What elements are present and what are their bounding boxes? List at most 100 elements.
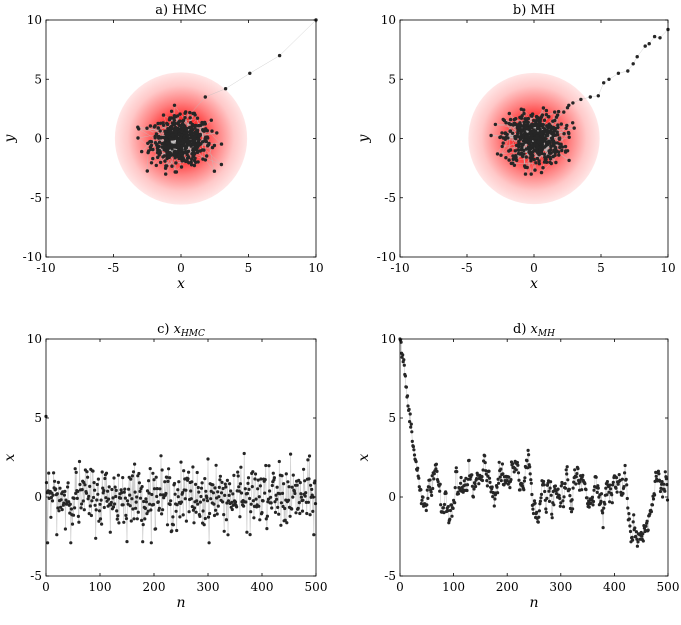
sample-point bbox=[299, 495, 303, 499]
sample-point bbox=[181, 513, 185, 517]
sample-point bbox=[534, 123, 538, 127]
sample-point bbox=[90, 499, 94, 503]
sample-point bbox=[553, 110, 557, 114]
sample-point bbox=[614, 476, 619, 480]
sample-point bbox=[56, 480, 61, 484]
sample-point bbox=[133, 462, 137, 466]
sample-point bbox=[634, 535, 638, 539]
sample-point bbox=[200, 481, 204, 485]
sample-point bbox=[602, 506, 606, 510]
sample-point bbox=[599, 492, 604, 496]
sample-point bbox=[588, 95, 592, 99]
sample-point bbox=[611, 480, 615, 484]
sample-point bbox=[274, 493, 278, 497]
sample-point bbox=[93, 503, 97, 507]
sample-point bbox=[459, 475, 463, 480]
sample-point bbox=[556, 109, 561, 114]
sample-point bbox=[140, 485, 144, 489]
y-tick-label: -5 bbox=[384, 569, 396, 583]
sample-point bbox=[516, 151, 521, 156]
sample-point bbox=[55, 533, 59, 537]
sample-point bbox=[632, 513, 636, 517]
sample-point bbox=[304, 491, 308, 495]
sample-point bbox=[569, 510, 574, 514]
sample-point bbox=[106, 489, 110, 493]
sample-point bbox=[136, 510, 140, 514]
y-tick-label: 10 bbox=[381, 332, 396, 346]
sample-point bbox=[499, 153, 503, 157]
sample-point bbox=[94, 536, 98, 540]
sample-point bbox=[103, 476, 107, 481]
sample-point bbox=[552, 148, 556, 152]
sample-point bbox=[306, 500, 310, 504]
y-tick-label: 0 bbox=[34, 490, 42, 504]
sample-point bbox=[630, 535, 634, 540]
sample-point bbox=[501, 117, 505, 122]
sample-point bbox=[525, 123, 529, 127]
sample-point bbox=[271, 471, 275, 475]
y-tick-label: 5 bbox=[34, 72, 42, 86]
sample-point bbox=[225, 478, 229, 482]
sample-point bbox=[641, 539, 645, 543]
sample-point bbox=[558, 496, 562, 500]
sample-point bbox=[227, 493, 231, 497]
sample-point bbox=[550, 512, 554, 516]
sample-point bbox=[472, 487, 476, 491]
sample-point bbox=[544, 108, 549, 113]
sample-point bbox=[245, 530, 249, 534]
sample-point bbox=[541, 129, 545, 134]
y-tick-label: 0 bbox=[34, 132, 42, 146]
sample-point bbox=[108, 530, 112, 534]
sample-point bbox=[537, 131, 542, 136]
sample-point bbox=[551, 139, 556, 143]
sample-point bbox=[567, 131, 571, 136]
sample-point bbox=[547, 499, 552, 503]
sample-point bbox=[179, 141, 184, 145]
sample-point bbox=[246, 481, 250, 485]
sample-point bbox=[310, 487, 314, 491]
sample-point bbox=[158, 493, 163, 497]
sample-point bbox=[182, 469, 186, 473]
sample-point bbox=[261, 499, 265, 503]
sample-point bbox=[260, 510, 264, 515]
sample-point bbox=[180, 152, 184, 157]
sample-point bbox=[277, 459, 281, 464]
sample-point bbox=[601, 511, 605, 515]
sample-point bbox=[662, 482, 666, 486]
sample-point bbox=[572, 480, 576, 484]
sample-point bbox=[592, 488, 596, 492]
sample-point bbox=[522, 479, 527, 483]
sample-point bbox=[483, 454, 487, 458]
sample-point bbox=[76, 489, 80, 493]
sample-point bbox=[165, 475, 169, 479]
sample-point bbox=[77, 520, 81, 524]
sample-point bbox=[230, 500, 234, 504]
x-tick-label: -5 bbox=[461, 261, 473, 275]
sample-point bbox=[166, 155, 171, 160]
chart-panel-hmc: -10 -5 0 5 10 -10 -5 0 5 10 x y a) HMC bbox=[2, 3, 324, 292]
sample-point bbox=[499, 467, 503, 471]
sample-point bbox=[516, 125, 521, 130]
sample-point bbox=[275, 485, 279, 489]
sample-point bbox=[596, 94, 600, 98]
sample-point bbox=[526, 116, 530, 121]
sample-point bbox=[528, 465, 532, 469]
sample-point bbox=[534, 131, 539, 135]
sample-point bbox=[517, 122, 521, 127]
sample-point bbox=[210, 129, 214, 133]
sample-point bbox=[67, 500, 71, 504]
sample-point bbox=[453, 486, 457, 490]
sample-point bbox=[532, 157, 536, 162]
sample-point bbox=[663, 470, 667, 474]
sample-point bbox=[533, 501, 537, 505]
sample-point bbox=[529, 481, 533, 485]
sample-point bbox=[49, 495, 54, 500]
sample-point bbox=[181, 118, 186, 123]
sample-point bbox=[561, 499, 565, 503]
sample-point bbox=[530, 123, 534, 128]
sample-point bbox=[583, 482, 587, 486]
sample-point bbox=[75, 496, 79, 500]
sample-point bbox=[551, 119, 555, 123]
sample-point bbox=[626, 506, 630, 510]
sample-point bbox=[559, 122, 563, 126]
